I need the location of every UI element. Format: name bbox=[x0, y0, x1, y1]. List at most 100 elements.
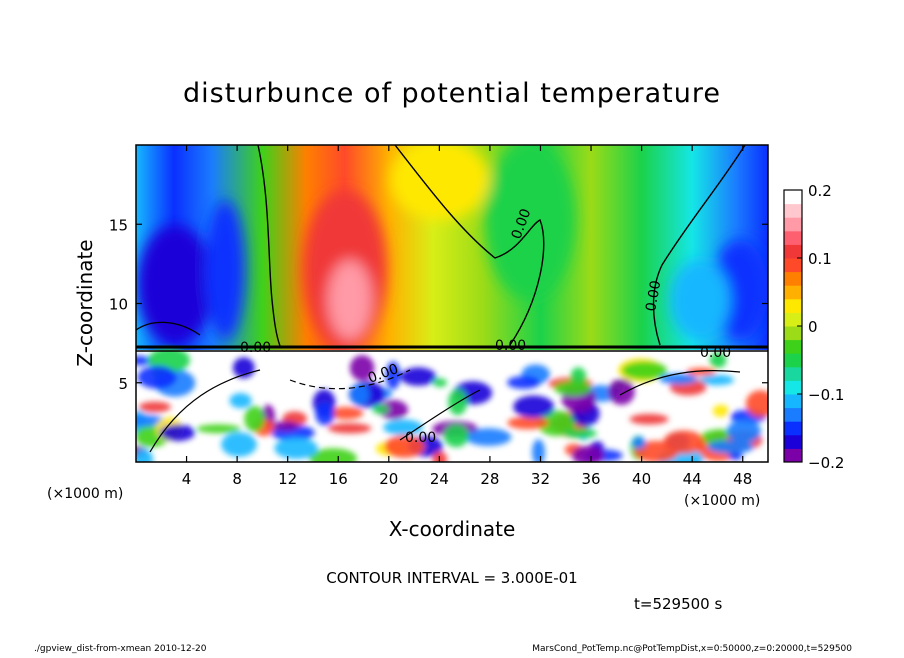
colorbar-swatch bbox=[784, 230, 802, 245]
lower-field-cell bbox=[329, 406, 364, 420]
colorbar-swatch bbox=[784, 258, 802, 273]
y-tick-label: 15 bbox=[109, 216, 128, 234]
lower-field-cell bbox=[659, 373, 698, 385]
lower-field-cell bbox=[443, 424, 469, 448]
colorbar-swatch bbox=[784, 217, 802, 232]
lower-field-cell bbox=[698, 374, 735, 386]
lower-field-cell bbox=[465, 428, 512, 446]
x-unit-label-right: (×1000 m) bbox=[684, 493, 760, 509]
colorbar-swatch bbox=[784, 312, 802, 327]
colorbar-label: 0 bbox=[808, 318, 818, 336]
lower-field-cell bbox=[378, 400, 409, 420]
green-column bbox=[485, 145, 575, 300]
contour-lower-1 bbox=[149, 369, 261, 453]
lower-field-cell bbox=[315, 403, 335, 426]
cool-region-right bbox=[670, 260, 730, 340]
lower-field-cell bbox=[563, 428, 597, 439]
colorbar-label: 0.1 bbox=[808, 250, 832, 268]
colorbar-swatch bbox=[784, 366, 802, 381]
colorbar-swatch bbox=[784, 298, 802, 313]
colorbar-label: −0.1 bbox=[808, 386, 844, 404]
lower-field-cell bbox=[709, 352, 727, 369]
colorbar-swatch bbox=[784, 394, 802, 409]
lower-field-cell bbox=[271, 421, 299, 431]
lower-field-cell bbox=[712, 404, 730, 417]
footer-left: ./gpview_dist-from-xmean 2010-12-20 bbox=[34, 644, 207, 654]
x-unit-label-left: (×1000 m) bbox=[47, 486, 123, 502]
colorbar-label: −0.2 bbox=[808, 454, 844, 472]
colorbar-swatch bbox=[784, 448, 802, 463]
cold-region-left-2 bbox=[205, 200, 245, 340]
contour-lower-dashed bbox=[289, 369, 411, 390]
lower-field-cell bbox=[327, 423, 372, 434]
colorbar-swatch bbox=[784, 244, 802, 259]
contour-zero-right bbox=[652, 145, 746, 346]
cold-region-left bbox=[137, 225, 213, 345]
contour-zero-left bbox=[257, 145, 281, 347]
contour-label: 0.00 bbox=[643, 279, 664, 312]
colorbar-swatch bbox=[784, 271, 802, 286]
lower-field-cell bbox=[554, 381, 592, 396]
colorbar-swatch bbox=[784, 285, 802, 300]
lower-field-cell bbox=[274, 437, 318, 460]
colorbar-swatch bbox=[784, 407, 802, 422]
x-tick-label: 48 bbox=[733, 470, 752, 488]
colorbar-swatch bbox=[784, 190, 802, 205]
lower-field-cell bbox=[385, 361, 401, 390]
y-tick-label: 5 bbox=[118, 375, 128, 393]
colorbar-swatch bbox=[784, 380, 802, 395]
lower-field-cell bbox=[159, 424, 195, 442]
x-tick-label: 28 bbox=[480, 470, 499, 488]
chart-title: disturbunce of potential temperature bbox=[183, 78, 721, 109]
contour-lower-3 bbox=[619, 370, 741, 396]
lower-field-cell bbox=[350, 384, 370, 405]
lower-field-cell bbox=[372, 404, 389, 415]
lower-field-cell bbox=[433, 378, 447, 388]
colorbar-swatch bbox=[784, 203, 802, 218]
colorbar-swatch bbox=[784, 326, 802, 341]
x-tick-label: 20 bbox=[379, 470, 398, 488]
lower-field-cell bbox=[138, 401, 171, 413]
contour-label: 0.00 bbox=[700, 345, 731, 361]
lower-field-cell bbox=[384, 435, 425, 458]
lower-field-cell bbox=[136, 355, 152, 366]
colorbar-label: 0.2 bbox=[808, 182, 832, 200]
lower-field-cell bbox=[229, 393, 252, 409]
x-tick-label: 24 bbox=[430, 470, 449, 488]
x-tick-label: 36 bbox=[581, 470, 600, 488]
lower-field-cell bbox=[537, 410, 576, 437]
x-axis-label: X-coordinate bbox=[389, 517, 516, 541]
lower-field-cell bbox=[400, 367, 437, 386]
lower-field-cell bbox=[196, 424, 241, 434]
lower-field-cell bbox=[532, 439, 545, 462]
lower-field-cell bbox=[513, 395, 555, 419]
lower-field-cell bbox=[629, 413, 669, 425]
lower-field-cell bbox=[663, 430, 705, 454]
contour-label: 0.00 bbox=[240, 340, 271, 356]
lower-field-cell bbox=[221, 432, 257, 457]
lower-field-cell bbox=[309, 448, 357, 462]
colorbar-swatch bbox=[784, 339, 802, 354]
x-tick-label: 16 bbox=[329, 470, 348, 488]
colorbar-swatch bbox=[784, 353, 802, 368]
x-tick-label: 32 bbox=[531, 470, 550, 488]
warm-plume-core bbox=[328, 260, 372, 340]
lower-field-cell bbox=[137, 365, 177, 389]
lower-field-cell bbox=[571, 445, 604, 462]
lower-field-cell bbox=[608, 378, 635, 405]
x-tick-label: 40 bbox=[632, 470, 651, 488]
lower-field-cell bbox=[244, 405, 265, 432]
colorbar: 0.2 0.1 0 −0.1 −0.2 bbox=[783, 182, 844, 472]
colorbar-swatch bbox=[784, 421, 802, 436]
lower-field-cell bbox=[632, 436, 646, 450]
x-tick-label: 44 bbox=[683, 470, 702, 488]
contour-label: 0.00 bbox=[495, 338, 526, 354]
y-axis-label: Z-coordinate bbox=[73, 239, 97, 366]
lower-field-cell bbox=[622, 361, 668, 380]
contour-label: 0.00 bbox=[405, 430, 436, 446]
contour-interval-note: CONTOUR INTERVAL = 3.000E-01 bbox=[326, 569, 577, 587]
lower-field-cell bbox=[707, 440, 754, 454]
plot-area: 0.000.000.00 0.000.000.000.00 bbox=[136, 145, 768, 462]
x-tick-label: 8 bbox=[232, 470, 242, 488]
